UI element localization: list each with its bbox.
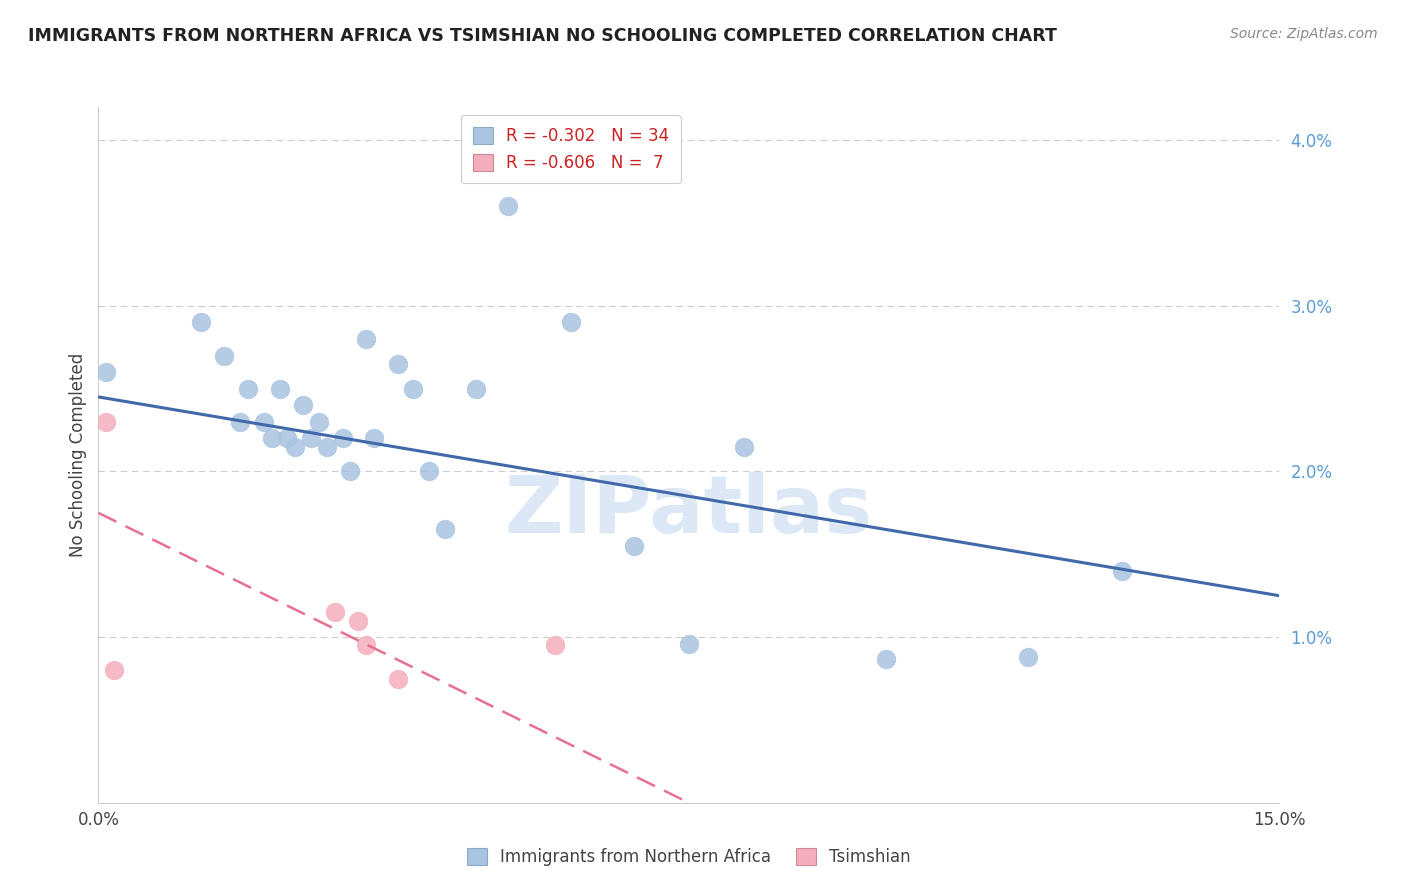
Point: [276, 431, 298, 445]
Point: [253, 415, 276, 429]
Point: [387, 357, 409, 371]
Point: [292, 398, 315, 412]
Point: [354, 332, 377, 346]
Point: [496, 199, 519, 213]
Point: [236, 382, 259, 396]
Y-axis label: No Schooling Completed: No Schooling Completed: [69, 353, 87, 557]
Text: ZIPatlas: ZIPatlas: [505, 472, 873, 549]
Point: [387, 672, 409, 686]
Point: [214, 349, 236, 363]
Point: [269, 382, 291, 396]
Text: Source: ZipAtlas.com: Source: ZipAtlas.com: [1230, 27, 1378, 41]
Point: [96, 365, 118, 379]
Point: [354, 639, 377, 653]
Point: [284, 440, 307, 454]
Point: [402, 382, 425, 396]
Point: [1017, 650, 1039, 665]
Point: [96, 415, 118, 429]
Point: [299, 431, 322, 445]
Point: [229, 415, 252, 429]
Point: [529, 166, 551, 180]
Point: [260, 431, 283, 445]
Text: IMMIGRANTS FROM NORTHERN AFRICA VS TSIMSHIAN NO SCHOOLING COMPLETED CORRELATION : IMMIGRANTS FROM NORTHERN AFRICA VS TSIMS…: [28, 27, 1057, 45]
Point: [315, 440, 337, 454]
Point: [363, 431, 385, 445]
Point: [323, 605, 346, 619]
Point: [875, 651, 897, 665]
Point: [103, 663, 125, 677]
Point: [347, 614, 370, 628]
Point: [560, 315, 582, 329]
Legend: Immigrants from Northern Africa, Tsimshian: Immigrants from Northern Africa, Tsimshi…: [458, 839, 920, 874]
Point: [308, 415, 330, 429]
Point: [332, 431, 354, 445]
Point: [433, 523, 456, 537]
Point: [190, 315, 212, 329]
Point: [339, 465, 361, 479]
Point: [678, 637, 700, 651]
Point: [465, 382, 488, 396]
Point: [544, 639, 567, 653]
Point: [733, 440, 755, 454]
Point: [418, 465, 440, 479]
Point: [623, 539, 645, 553]
Point: [1111, 564, 1133, 578]
